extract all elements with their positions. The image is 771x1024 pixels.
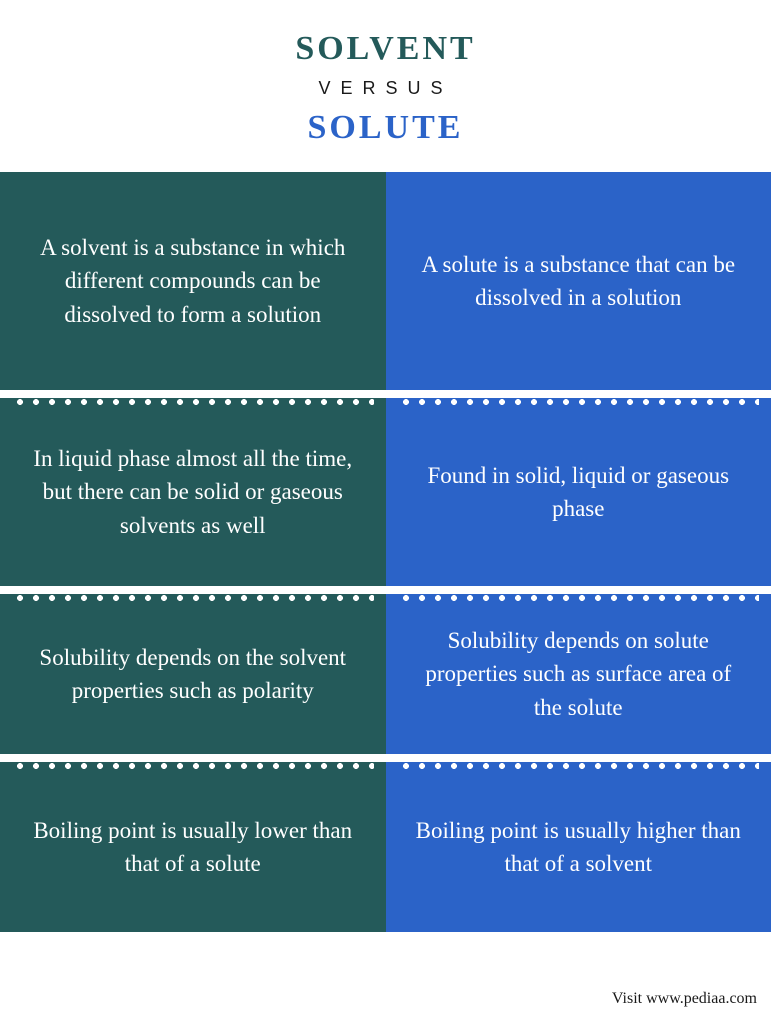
title-solvent: SOLVENT bbox=[0, 30, 771, 68]
column-solute: A solute is a substance that can be diss… bbox=[386, 172, 771, 982]
solute-boiling: Boiling point is usually higher than tha… bbox=[386, 762, 771, 932]
versus-label: VERSUS bbox=[0, 78, 771, 99]
row-gap bbox=[0, 390, 386, 398]
row-gap bbox=[386, 390, 771, 398]
row-gap bbox=[0, 586, 386, 594]
solvent-phase: In liquid phase almost all the time, but… bbox=[0, 398, 386, 586]
footer-credit: Visit www.pediaa.com bbox=[0, 982, 771, 1024]
solvent-solubility: Solubility depends on the solvent proper… bbox=[0, 594, 386, 754]
solute-phase: Found in solid, liquid or gaseous phase bbox=[386, 398, 771, 586]
solvent-boiling: Boiling point is usually lower than that… bbox=[0, 762, 386, 932]
solute-solubility: Solubility depends on solute properties … bbox=[386, 594, 771, 754]
column-solvent: A solvent is a substance in which differ… bbox=[0, 172, 386, 982]
row-gap bbox=[386, 586, 771, 594]
title-solute: SOLUTE bbox=[0, 109, 771, 147]
header: SOLVENT VERSUS SOLUTE bbox=[0, 0, 771, 172]
solvent-definition: A solvent is a substance in which differ… bbox=[0, 172, 386, 390]
comparison-columns: A solvent is a substance in which differ… bbox=[0, 172, 771, 982]
solute-definition: A solute is a substance that can be diss… bbox=[386, 172, 771, 390]
row-gap bbox=[386, 754, 771, 762]
row-gap bbox=[0, 754, 386, 762]
